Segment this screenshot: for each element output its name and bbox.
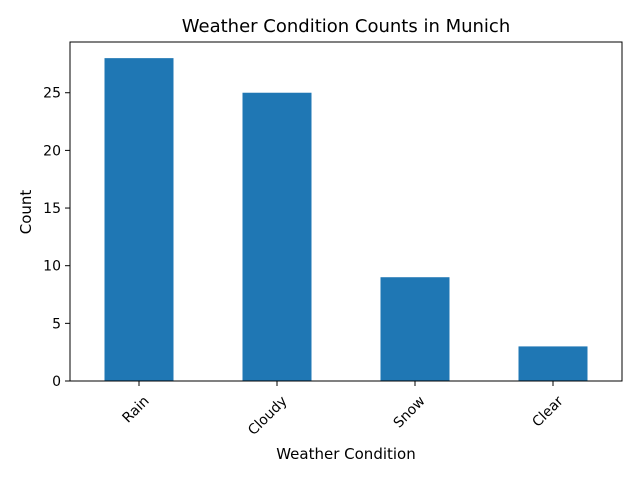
y-tick-label: 5 xyxy=(52,316,61,332)
bar-cloudy xyxy=(242,92,312,381)
y-axis-ticks: 0 5 10 15 20 25 xyxy=(43,86,70,390)
plot-frame xyxy=(69,41,623,382)
bar-rain xyxy=(104,58,174,381)
x-tick-label: Snow xyxy=(391,393,429,431)
y-tick-label: 20 xyxy=(43,143,61,159)
axes-frame xyxy=(69,41,623,382)
y-tick-label: 25 xyxy=(43,86,61,102)
bars-layer xyxy=(104,58,588,381)
y-tick-label: 0 xyxy=(52,374,61,390)
x-axis-ticks: Rain Cloudy Snow Clear xyxy=(120,381,567,439)
x-axis-label: Weather Condition xyxy=(276,445,416,463)
x-tick-label: Cloudy xyxy=(245,393,290,438)
y-tick-label: 15 xyxy=(43,201,61,217)
y-tick-label: 10 xyxy=(43,259,61,275)
y-axis-label: Count xyxy=(17,190,35,235)
bar-clear xyxy=(518,346,588,381)
x-tick-label: Rain xyxy=(120,393,153,426)
x-tick-label: Clear xyxy=(529,393,566,430)
bar-snow xyxy=(380,277,450,381)
chart-title: Weather Condition Counts in Munich xyxy=(182,16,510,37)
